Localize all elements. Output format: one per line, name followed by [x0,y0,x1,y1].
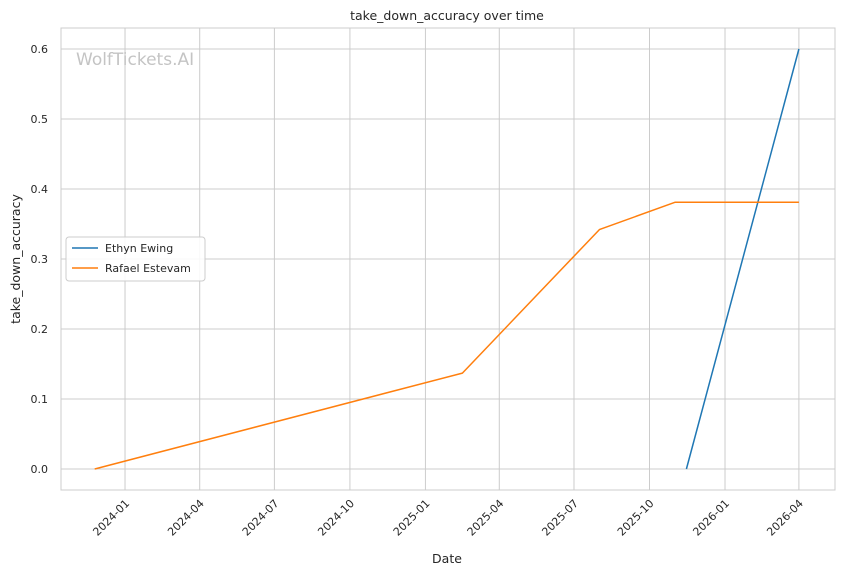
plot-frame [60,27,836,491]
x-tick-label: 2024-07 [240,497,282,539]
x-tick-label: 2025-10 [615,497,657,539]
x-tick-label: 2026-01 [690,497,732,539]
x-axis-label: Date [432,551,462,566]
legend-label-ethyn-ewing: Ethyn Ewing [105,242,173,255]
series-line-rafael-estevam [94,201,799,470]
series-line-ethyn-ewing [685,48,800,470]
y-axis-label: take_down_accuracy [8,194,23,324]
y-tick-label: 0.2 [31,323,49,336]
y-tick-labels: 0.0 0.1 0.2 0.3 0.4 0.5 0.6 [31,43,49,476]
x-tick-label: 2025-04 [465,497,507,539]
legend-box [65,236,206,282]
x-tick-label: 2024-04 [165,497,207,539]
legend-label-rafael-estevam: Rafael Estevam [105,262,191,275]
series-group [94,48,800,470]
x-tick-label: 2024-01 [90,497,132,539]
x-tick-label: 2025-01 [391,497,433,539]
y-tick-label: 0.0 [31,463,49,476]
legend: Ethyn Ewing Rafael Estevam [65,236,206,282]
watermark: WolfTickets.AI [76,50,194,70]
x-tick-labels: 2024-01 2024-04 2024-07 2024-10 2025-01 2025-… [90,497,806,539]
x-tick-label: 2024-10 [315,497,357,539]
y-tick-label: 0.1 [31,393,49,406]
y-tick-label: 0.3 [31,253,49,266]
grid [61,28,835,490]
y-tick-label: 0.4 [31,183,49,196]
x-tick-label: 2025-07 [539,497,581,539]
chart-title: take_down_accuracy over time [350,8,544,23]
y-tick-label: 0.6 [31,43,49,56]
y-tick-label: 0.5 [31,113,49,126]
x-tick-label: 2026-04 [764,497,806,539]
